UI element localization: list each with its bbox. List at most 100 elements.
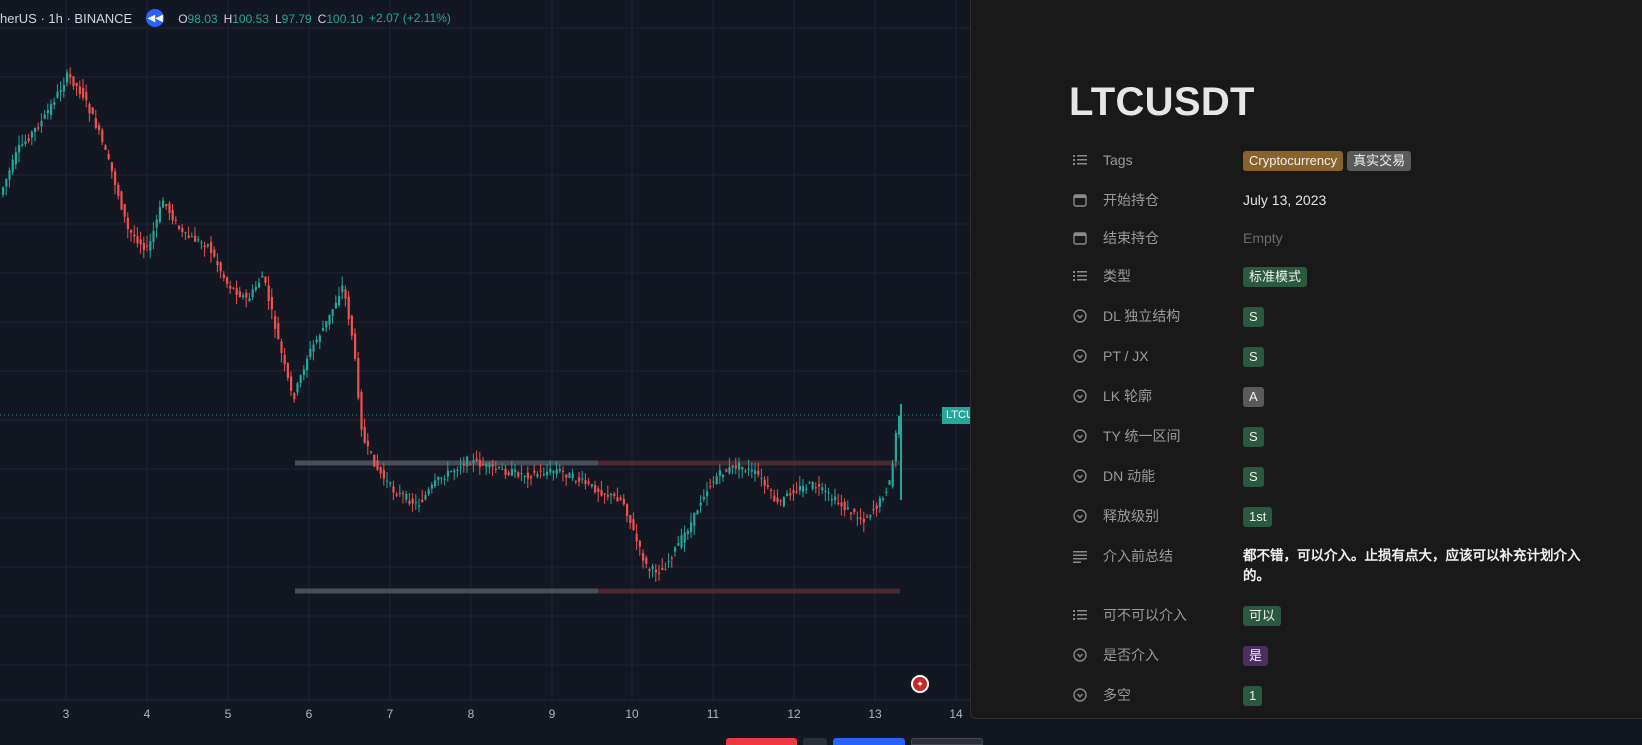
property-value[interactable]: July 13, 2023 (1243, 189, 1613, 210)
candle-body (565, 474, 568, 478)
candle-body (878, 498, 881, 507)
property-row[interactable]: 结束持仓 Empty (1073, 227, 1613, 249)
property-key[interactable]: 开始持仓 (1073, 189, 1243, 211)
candle-body (536, 473, 539, 477)
property-value[interactable]: S (1243, 345, 1613, 367)
property-key[interactable]: 是否介入 (1073, 644, 1243, 666)
candle-body (402, 493, 405, 495)
candle-body (293, 393, 296, 400)
property-key[interactable]: Tags (1073, 149, 1243, 171)
candle-body (360, 391, 363, 430)
property-row[interactable]: 可不可以介入 可以 (1073, 604, 1613, 626)
property-row[interactable]: 多空 1 (1073, 684, 1613, 706)
property-row[interactable]: 开始持仓 July 13, 2023 (1073, 189, 1613, 211)
property-value[interactable]: A (1243, 385, 1613, 407)
candle-body (187, 235, 190, 238)
candle-body (318, 335, 321, 342)
property-row[interactable]: 类型 标准模式 (1073, 265, 1613, 287)
candle-body (165, 204, 168, 207)
property-row[interactable]: Tags Cryptocurrency 真实交易 (1073, 149, 1613, 171)
property-key[interactable]: 类型 (1073, 265, 1243, 287)
quantity-button[interactable] (803, 738, 827, 745)
property-value[interactable]: Empty (1243, 227, 1613, 248)
list-icon (1073, 608, 1095, 622)
property-key[interactable]: 介入前总结 (1073, 545, 1243, 567)
candle-body (805, 488, 808, 490)
select-icon (1073, 309, 1095, 323)
property-value[interactable]: 标准模式 (1243, 265, 1613, 287)
candle-body (334, 302, 337, 309)
candle-body (389, 482, 392, 484)
select-icon (1073, 648, 1095, 662)
property-row[interactable]: LK 轮廓 A (1073, 385, 1613, 407)
candle-body (654, 569, 657, 573)
property-key[interactable]: 可不可以介入 (1073, 604, 1243, 626)
candle-body (674, 547, 677, 552)
property-key[interactable]: TY 统一区间 (1073, 425, 1243, 447)
candle-body (734, 465, 737, 469)
sell-button[interactable] (726, 738, 797, 745)
property-value[interactable]: 1st (1243, 505, 1613, 527)
x-tick-label: 10 (625, 707, 639, 721)
candle-body (664, 569, 667, 571)
candlestick-chart-canvas[interactable]: 3 4 5 6 7 8 9 10 11 12 13 14 (0, 0, 970, 745)
candle-body (846, 507, 849, 510)
candle-body (469, 464, 472, 466)
replay-icon[interactable]: ◀◀ (146, 9, 165, 27)
ohlc-value-o: 98.03 (187, 11, 218, 26)
settings-button[interactable] (911, 738, 983, 745)
candle-body (30, 131, 33, 138)
property-value[interactable]: 都不错，可以介入。止损有点大，应该可以补充计划介入的。 (1243, 545, 1613, 586)
tag-pill: S (1243, 467, 1264, 487)
candle-body (808, 482, 811, 484)
property-key[interactable]: 结束持仓 (1073, 227, 1243, 249)
property-row[interactable]: DN 动能 S (1073, 465, 1613, 487)
empty-placeholder: Empty (1243, 230, 1283, 246)
candle-body (776, 497, 779, 502)
candle-body (312, 344, 315, 352)
us-flag-icon[interactable]: ✦ (911, 675, 929, 693)
property-row[interactable]: DL 独立结构 S (1073, 305, 1613, 327)
property-key[interactable]: 多空 (1073, 684, 1243, 706)
property-value[interactable]: 1 (1243, 684, 1613, 706)
candle-body (120, 191, 123, 210)
tag-pill: 可以 (1243, 606, 1282, 626)
property-row[interactable]: 是否介入 是 (1073, 644, 1613, 666)
candle-body (229, 286, 232, 289)
candle-body (587, 481, 590, 484)
property-value[interactable]: S (1243, 305, 1613, 327)
candle-body (222, 274, 225, 278)
candle-body (798, 486, 801, 491)
property-value[interactable]: S (1243, 425, 1613, 447)
candle-body (859, 517, 862, 520)
property-value[interactable]: Cryptocurrency 真实交易 (1243, 149, 1613, 171)
property-row[interactable]: 释放级别 1st (1073, 505, 1613, 527)
property-value[interactable]: 可以 (1243, 604, 1613, 626)
candle-body (594, 485, 597, 493)
property-value[interactable]: S (1243, 465, 1613, 487)
buy-button[interactable] (833, 738, 905, 745)
candle-body (613, 493, 616, 496)
candle-body (414, 502, 417, 504)
candle-body (744, 470, 747, 472)
candle-body (894, 432, 897, 462)
property-key[interactable]: LK 轮廓 (1073, 385, 1243, 407)
price-chart[interactable]: 3 4 5 6 7 8 9 10 11 12 13 14 herUS · 1h · BINANCE ◀… (0, 0, 983, 745)
candle-body (386, 480, 389, 482)
candle-body (325, 321, 328, 328)
property-key[interactable]: 释放级别 (1073, 505, 1243, 527)
candle-body (274, 316, 277, 329)
candle-body (526, 472, 529, 479)
page-title[interactable]: LTCUSDT (1069, 80, 1255, 124)
property-value[interactable]: 是 (1243, 644, 1613, 666)
symbol-label[interactable]: herUS · 1h · BINANCE (0, 10, 133, 26)
candle-body (309, 348, 312, 358)
property-key[interactable]: PT / JX (1073, 345, 1243, 367)
property-row[interactable]: 介入前总结 都不错，可以介入。止损有点大，应该可以补充计划介入的。 (1073, 545, 1613, 586)
property-row[interactable]: TY 统一区间 S (1073, 425, 1613, 447)
property-key[interactable]: DL 独立结构 (1073, 305, 1243, 327)
property-row[interactable]: PT / JX S (1073, 345, 1613, 367)
candle-body (888, 480, 891, 485)
property-key[interactable]: DN 动能 (1073, 465, 1243, 487)
candle-body (504, 468, 507, 475)
